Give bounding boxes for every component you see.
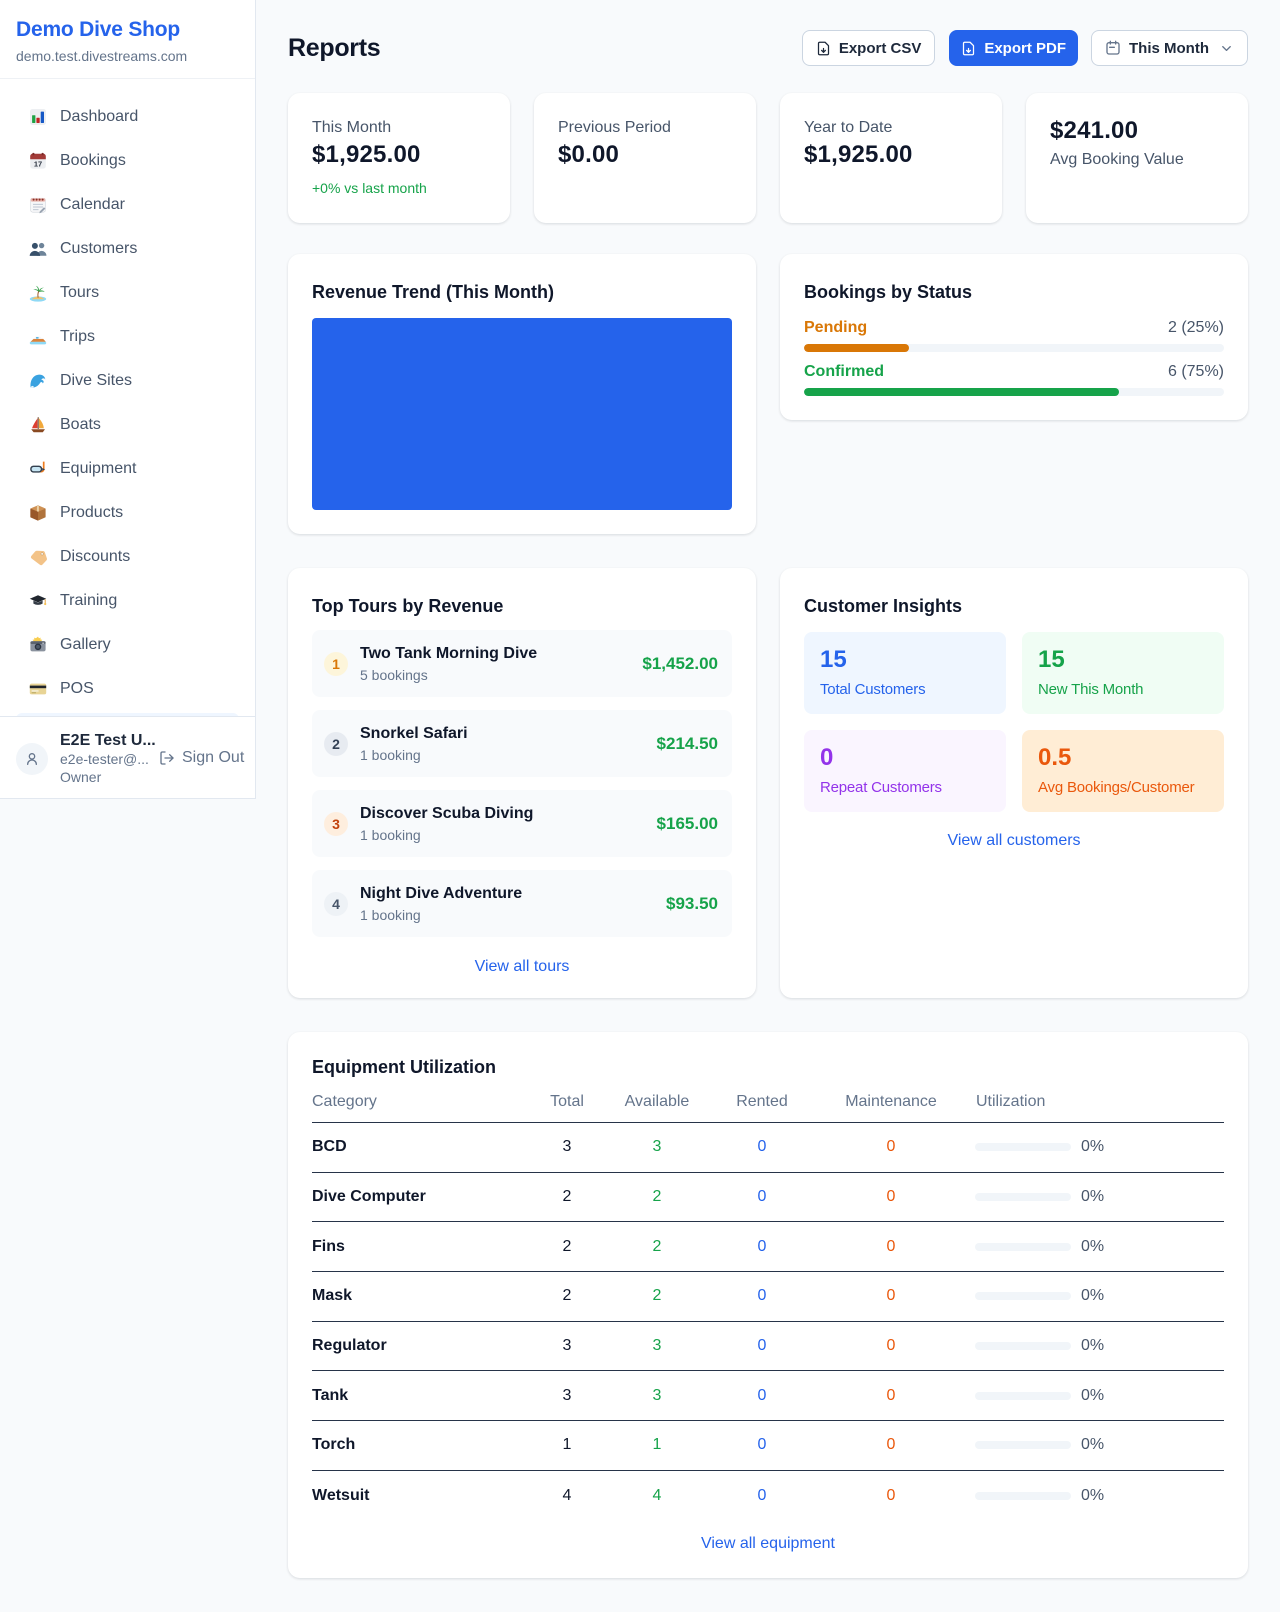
svg-text:17: 17 [34, 160, 42, 169]
